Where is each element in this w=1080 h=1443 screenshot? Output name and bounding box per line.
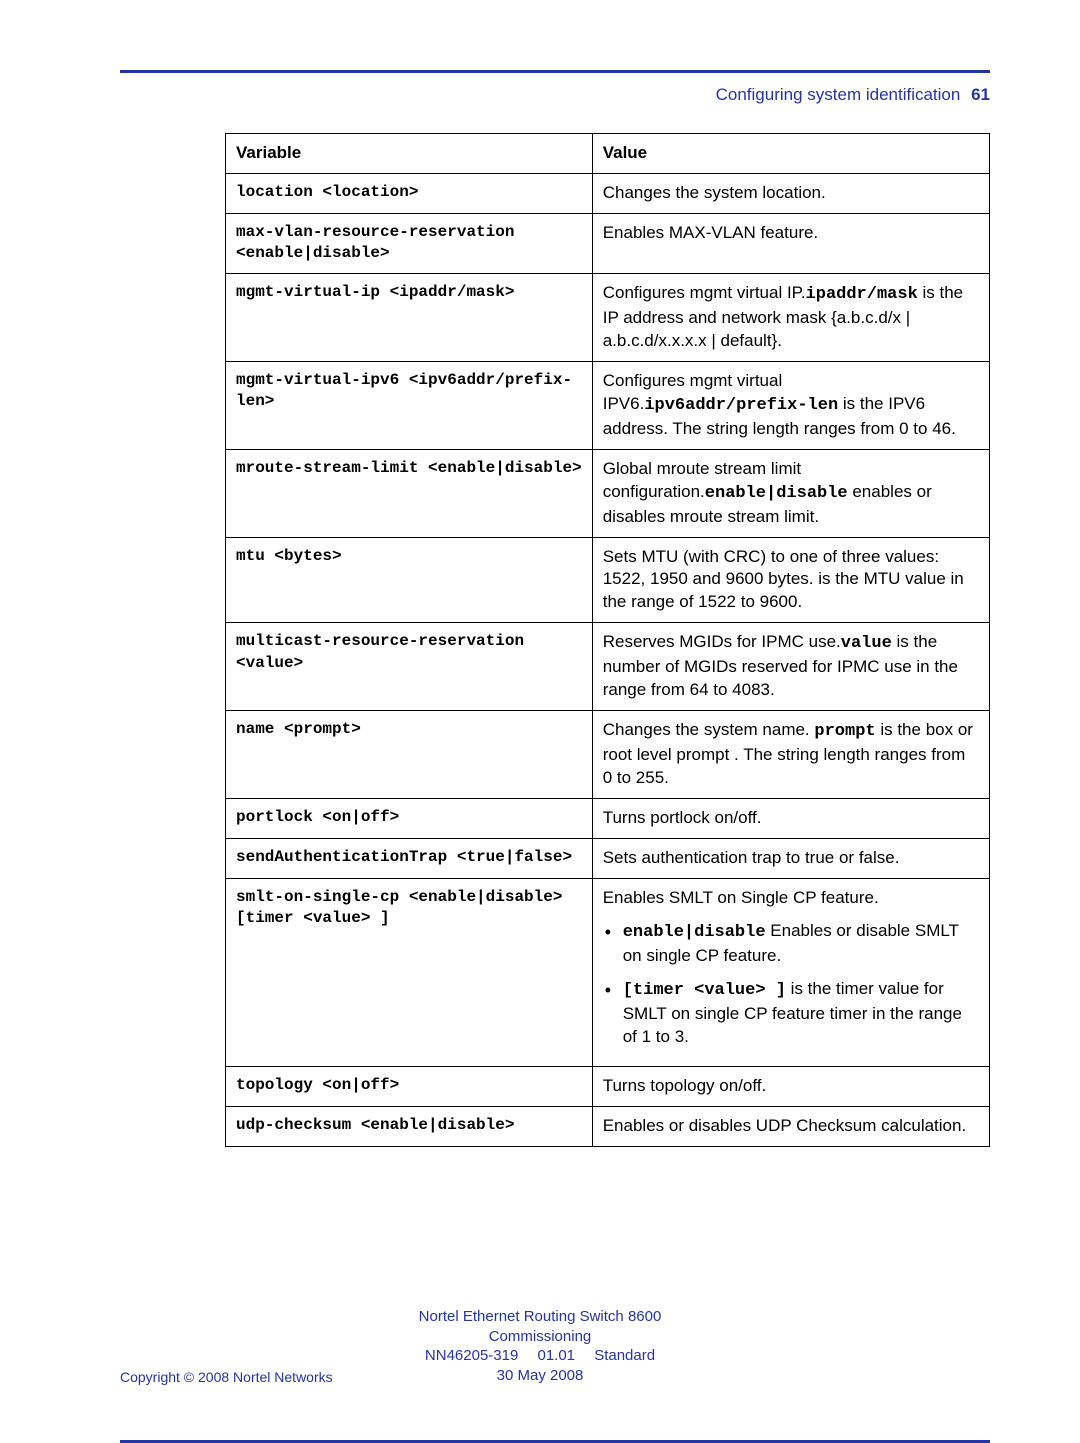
variable-cell: name <prompt> <box>226 711 593 799</box>
page: Configuring system identification 61 Var… <box>0 0 1080 1440</box>
section-title: Configuring system identification <box>716 85 961 104</box>
table-row: mgmt-virtual-ipv6 <ipv6addr/prefix-len>C… <box>226 361 990 449</box>
table-row: smlt-on-single-cp <enable|disable> [time… <box>226 878 990 1067</box>
variable-cell: mgmt-virtual-ip <ipaddr/mask> <box>226 274 593 362</box>
table-row: name <prompt>Changes the system name. pr… <box>226 711 990 799</box>
value-cell: Configures mgmt virtual IP.ipaddr/mask i… <box>592 274 989 362</box>
table-row: location <location>Changes the system lo… <box>226 173 990 213</box>
value-cell: Global mroute stream limit configuration… <box>592 449 989 537</box>
footer-line1: Nortel Ethernet Routing Switch 8600 <box>0 1307 1080 1327</box>
value-cell: Turns portlock on/off. <box>592 798 989 838</box>
variable-cell: mgmt-virtual-ipv6 <ipv6addr/prefix-len> <box>226 361 593 449</box>
value-cell: Enables or disables UDP Checksum calcula… <box>592 1107 989 1147</box>
variable-cell: mroute-stream-limit <enable|disable> <box>226 449 593 537</box>
table-row: mgmt-virtual-ip <ipaddr/mask>Configures … <box>226 274 990 362</box>
value-cell: Turns topology on/off. <box>592 1067 989 1107</box>
col-value: Value <box>592 134 989 174</box>
value-cell: Changes the system location. <box>592 173 989 213</box>
copyright: Copyright © 2008 Nortel Networks <box>120 1369 333 1385</box>
variable-cell: mtu <bytes> <box>226 537 593 623</box>
table-row: topology <on|off>Turns topology on/off. <box>226 1067 990 1107</box>
variable-cell: portlock <on|off> <box>226 798 593 838</box>
variable-cell: smlt-on-single-cp <enable|disable> [time… <box>226 878 593 1067</box>
table-row: sendAuthenticationTrap <true|false>Sets … <box>226 838 990 878</box>
variable-cell: udp-checksum <enable|disable> <box>226 1107 593 1147</box>
variable-cell: location <location> <box>226 173 593 213</box>
footer-line2: Commissioning <box>0 1327 1080 1347</box>
top-rule <box>120 70 990 73</box>
variable-cell: multicast-resource-reservation <value> <box>226 623 593 711</box>
header-line: Configuring system identification 61 <box>120 85 990 105</box>
variable-cell: topology <on|off> <box>226 1067 593 1107</box>
value-cell: Sets authentication trap to true or fals… <box>592 838 989 878</box>
table-header-row: Variable Value <box>226 134 990 174</box>
value-cell: Sets MTU (with CRC) to one of three valu… <box>592 537 989 623</box>
table-row: udp-checksum <enable|disable>Enables or … <box>226 1107 990 1147</box>
table-row: max-vlan-resource-reservation <enable|di… <box>226 213 990 273</box>
variable-cell: max-vlan-resource-reservation <enable|di… <box>226 213 593 273</box>
variables-table: Variable Value location <location>Change… <box>225 133 990 1147</box>
table-row: mroute-stream-limit <enable|disable>Glob… <box>226 449 990 537</box>
value-cell: Enables SMLT on Single CP feature.enable… <box>592 878 989 1067</box>
value-cell: Enables MAX-VLAN feature. <box>592 213 989 273</box>
table-row: portlock <on|off>Turns portlock on/off. <box>226 798 990 838</box>
col-variable: Variable <box>226 134 593 174</box>
table-row: multicast-resource-reservation <value>Re… <box>226 623 990 711</box>
table-row: mtu <bytes>Sets MTU (with CRC) to one of… <box>226 537 990 623</box>
value-cell: Configures mgmt virtual IPV6.ipv6addr/pr… <box>592 361 989 449</box>
value-cell: Changes the system name. prompt is the b… <box>592 711 989 799</box>
page-number: 61 <box>971 85 990 104</box>
variable-cell: sendAuthenticationTrap <true|false> <box>226 838 593 878</box>
value-cell: Reserves MGIDs for IPMC use.value is the… <box>592 623 989 711</box>
content-wrap: Variable Value location <location>Change… <box>225 133 990 1147</box>
footer-line3: NN46205-319 01.01 Standard <box>0 1346 1080 1366</box>
